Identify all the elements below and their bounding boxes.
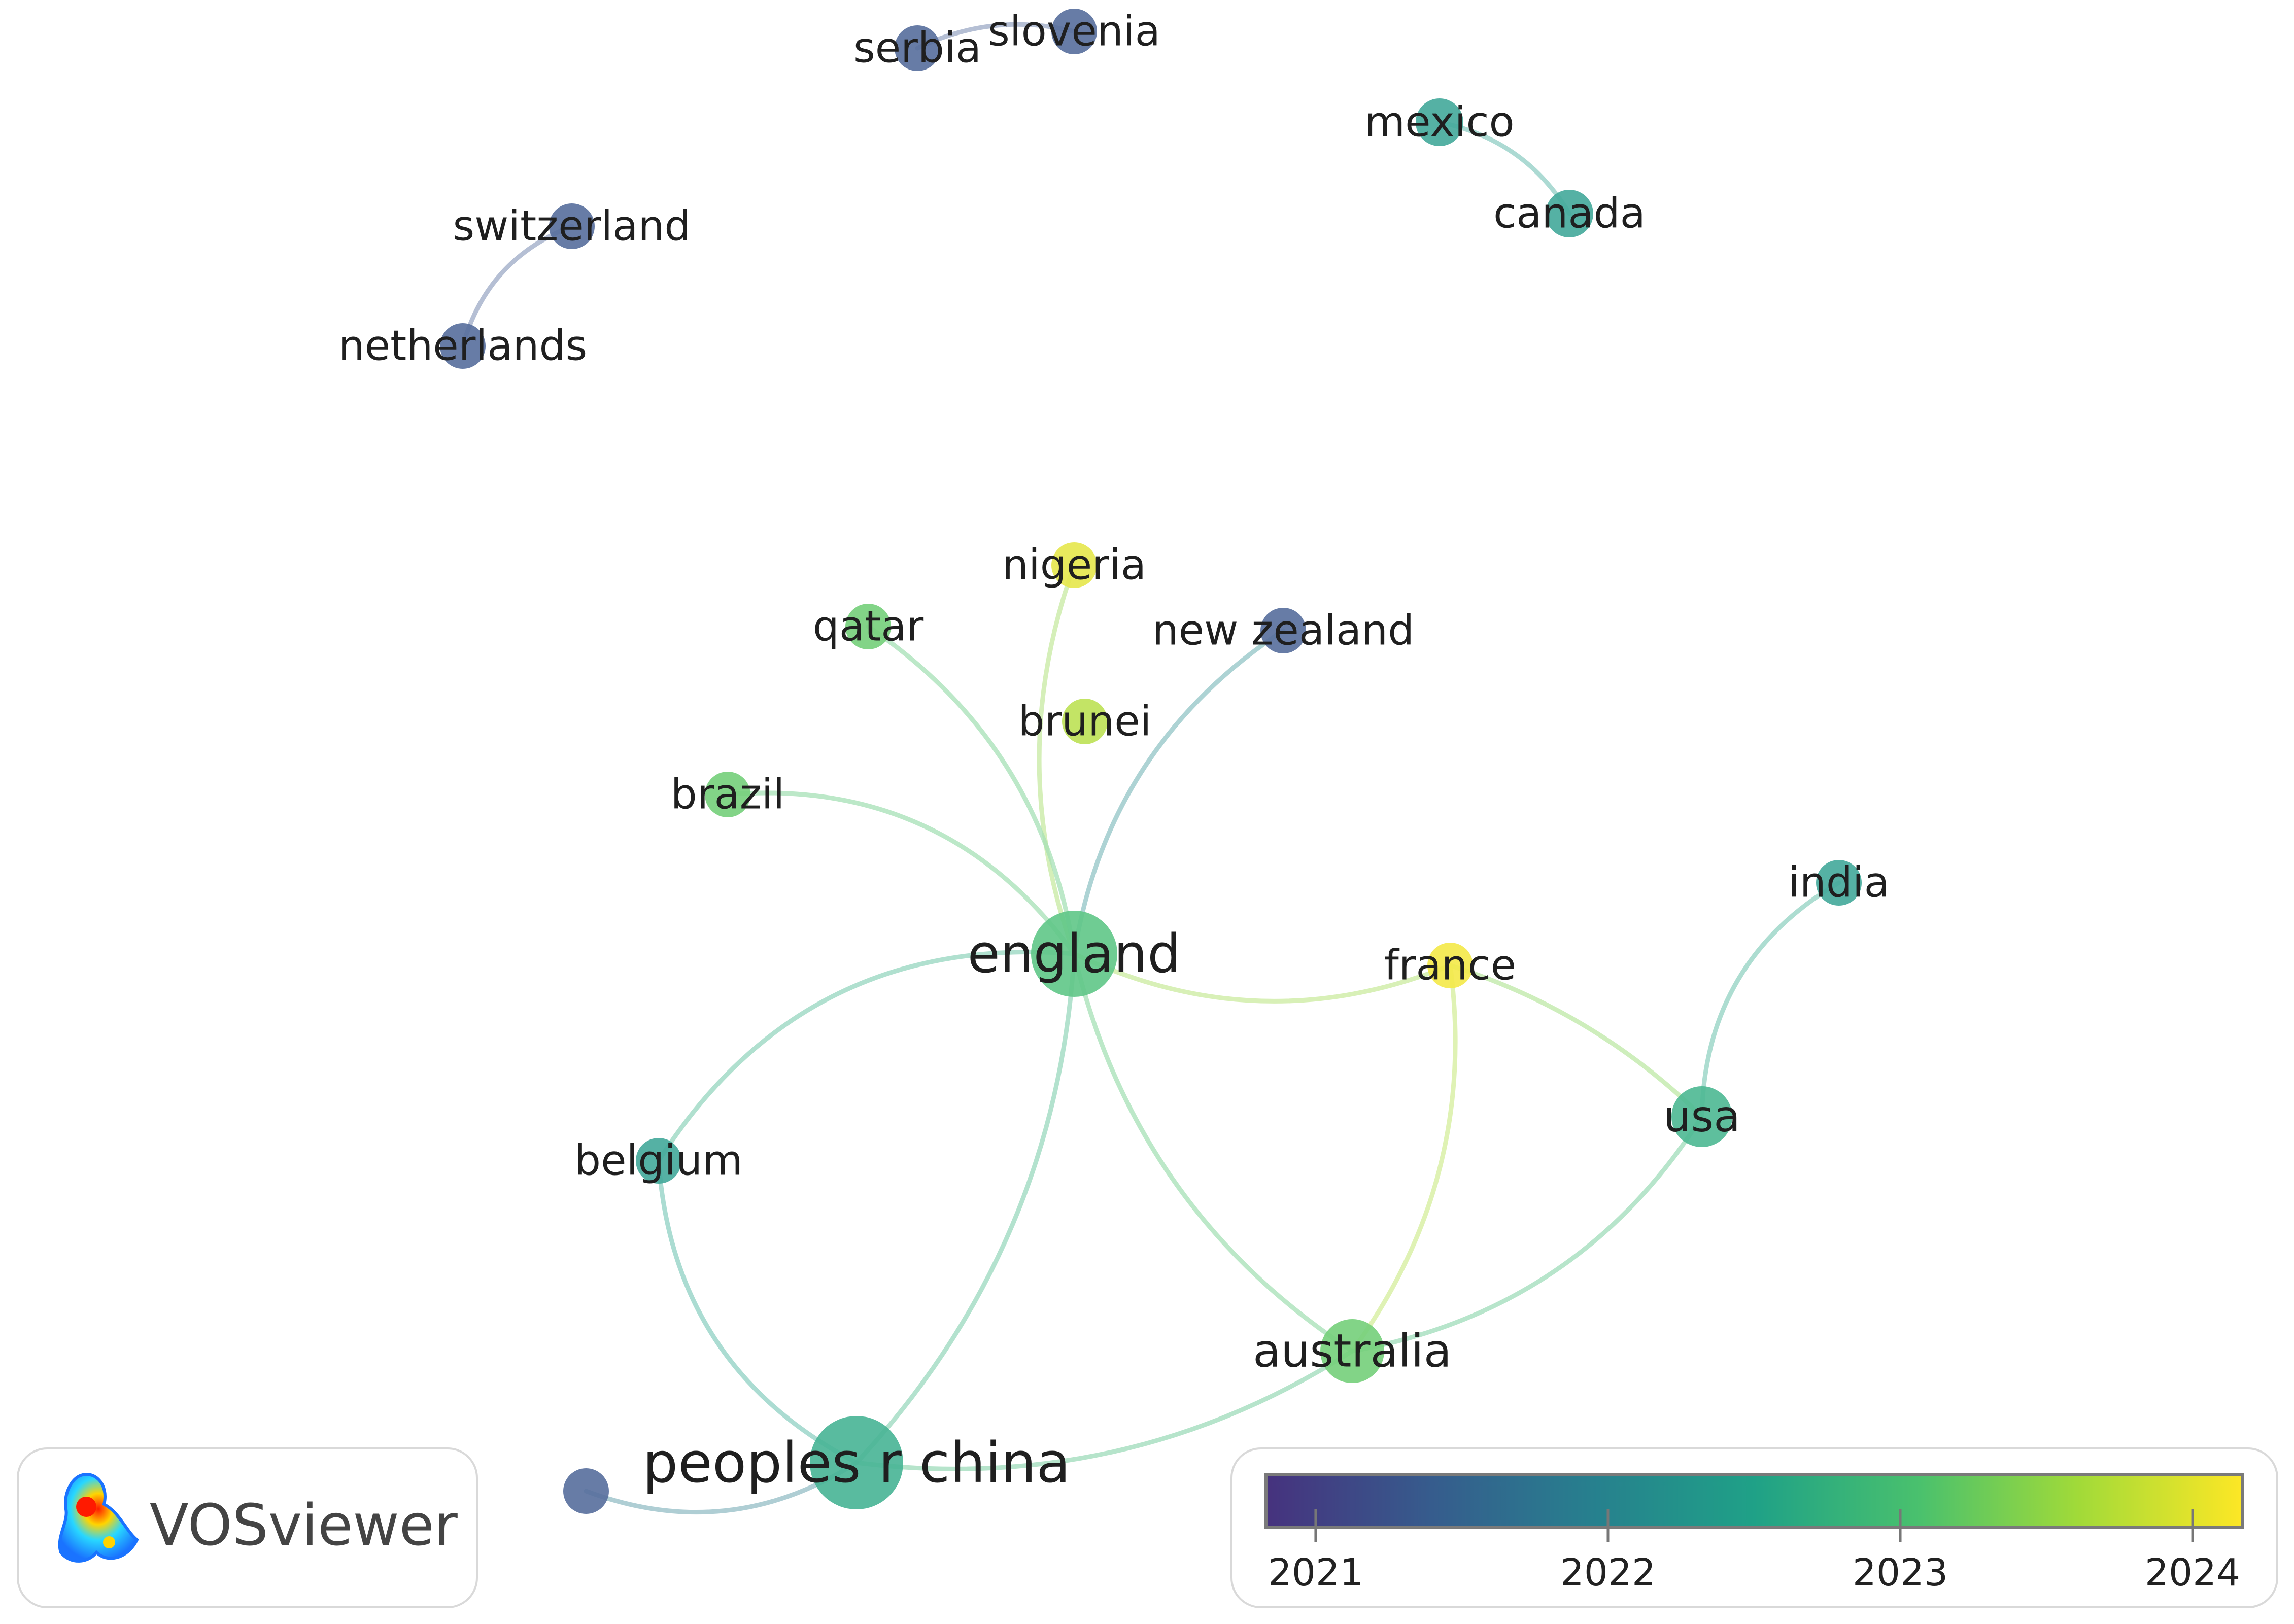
node-label-nigeria: nigeria [1002, 541, 1146, 590]
node-label-switzerland: switzerland [453, 202, 691, 251]
link-france-australia [1350, 963, 1458, 1354]
node-india[interactable] [1816, 860, 1862, 906]
link-england-peoples_r_china [854, 951, 1077, 1465]
node-brazil[interactable] [705, 772, 750, 817]
link-england-nigeria [1037, 563, 1077, 956]
legend-ticks: 2021 2022 2023 2024 [1268, 1509, 2240, 1595]
node-label-new-zealand: new zealand [1152, 607, 1414, 655]
node-label-serbia: serbia [853, 24, 981, 73]
legend-colorbar [1264, 1473, 2244, 1529]
link-england-belgium [656, 950, 1077, 1163]
node-unlabeled[interactable] [563, 1468, 609, 1514]
node-mexico[interactable] [1416, 98, 1463, 146]
brand-box: VOSviewer [17, 1447, 478, 1608]
node-label-canada: canada [1493, 190, 1646, 238]
node-england[interactable] [1031, 911, 1117, 997]
legend-tick-label-2023: 2023 [1853, 1551, 1948, 1595]
node-label-brazil: brazil [671, 771, 785, 819]
link-usa-australia [1350, 1114, 1704, 1354]
node-usa[interactable] [1671, 1086, 1732, 1147]
legend-tick-label-2021: 2021 [1268, 1551, 1363, 1595]
node-label-mexico: mexico [1364, 98, 1514, 147]
node-qatar[interactable] [845, 604, 891, 649]
link-belgium-peoples_r_china [656, 1158, 859, 1465]
node-label-peoples-r-china: peoples r china [642, 1430, 1070, 1495]
node-australia[interactable] [1320, 1319, 1384, 1383]
node-label-india: india [1788, 859, 1890, 907]
link-france-usa [1448, 963, 1704, 1119]
node-canada[interactable] [1546, 190, 1593, 237]
node-belgium[interactable] [636, 1138, 681, 1184]
link-england-australia [1072, 951, 1355, 1354]
node-layer [440, 9, 1862, 1514]
node-brunei[interactable] [1062, 699, 1108, 744]
node-label-usa: usa [1663, 1091, 1740, 1142]
link-switzerland-netherlands [460, 224, 574, 349]
node-serbia[interactable] [895, 25, 940, 71]
node-netherlands[interactable] [440, 323, 486, 369]
year-legend: 2021 2022 2023 2024 [1230, 1447, 2278, 1608]
link-layer [460, 22, 1841, 1515]
node-france[interactable] [1427, 943, 1473, 988]
link-england-new_zealand [1072, 628, 1286, 956]
vosviewer-logo-icon [58, 1473, 139, 1563]
node-label-slovenia: slovenia [988, 8, 1160, 56]
node-switzerland[interactable] [549, 203, 595, 249]
link-australia-peoples_r_china [854, 1349, 1355, 1471]
node-label-qatar: qatar [813, 603, 924, 651]
label-layer: serbia slovenia mexico canada switzerland net… [338, 8, 1890, 1496]
node-slovenia[interactable] [1051, 9, 1097, 54]
link-england-brazil [725, 790, 1077, 956]
legend-tick-label-2022: 2022 [1560, 1551, 1656, 1595]
node-peoples-r-china[interactable] [810, 1416, 903, 1509]
brand-name: VOSviewer [150, 1493, 458, 1559]
node-label-brunei: brunei [1018, 698, 1152, 746]
node-new-zealand[interactable] [1260, 608, 1306, 653]
node-label-belgium: belgium [574, 1137, 743, 1185]
link-usa-india [1699, 880, 1841, 1119]
node-label-australia: australia [1253, 1325, 1452, 1378]
node-label-france: france [1384, 942, 1516, 990]
node-label-netherlands: netherlands [338, 322, 587, 370]
link-england-qatar [866, 624, 1077, 956]
node-nigeria[interactable] [1051, 542, 1097, 588]
link-england-france [1072, 951, 1453, 1004]
node-label-england: england [968, 923, 1181, 985]
legend-tick-label-2024: 2024 [2145, 1551, 2240, 1595]
